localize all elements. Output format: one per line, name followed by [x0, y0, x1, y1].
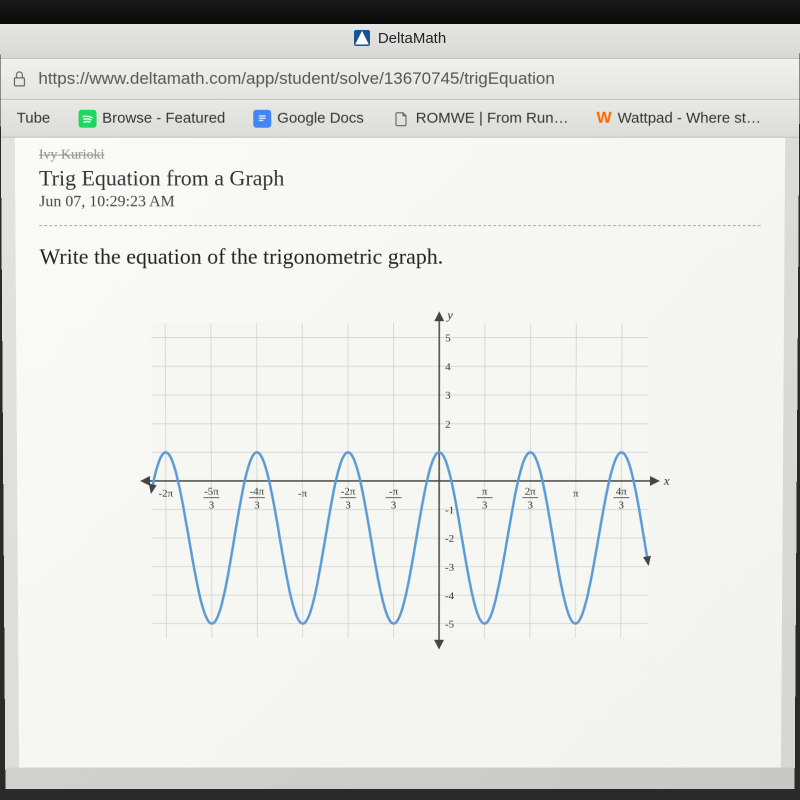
svg-text:-3: -3 — [445, 562, 455, 574]
bookmark-wattpad[interactable]: W Wattpad - Where st… — [586, 105, 771, 131]
window-title: DeltaMath — [378, 29, 446, 46]
svg-text:x: x — [663, 473, 670, 488]
svg-text:3: 3 — [391, 500, 397, 512]
timestamp: Jun 07, 10:29:23 AM — [39, 193, 761, 211]
bookmark-label: Google Docs — [277, 110, 364, 127]
svg-text:-π: -π — [389, 486, 399, 498]
svg-text:4: 4 — [445, 361, 451, 373]
bookmark-label: Tube — [17, 110, 51, 127]
docs-icon — [253, 109, 271, 127]
bookmark-label: Browse - Featured — [102, 110, 225, 127]
url-text: https://www.deltamath.com/app/student/so… — [38, 69, 787, 89]
trig-graph: y x 2 3 4 5 -1 -2 -3 -4 -5 -2π -5π 3 -4π 3 -π -2π 3 -π 3 π 3 2π… — [121, 293, 678, 667]
bookmarks-bar: Tube Browse - Featured Google Docs ROMWE… — [1, 100, 800, 138]
svg-text:2π: 2π — [525, 486, 536, 498]
problem-title: Trig Equation from a Graph — [39, 166, 761, 192]
svg-text:3: 3 — [619, 500, 625, 512]
svg-text:5: 5 — [445, 333, 451, 345]
spotify-icon — [78, 109, 96, 127]
wattpad-icon: W — [596, 109, 611, 127]
svg-text:3: 3 — [345, 500, 351, 512]
svg-text:-4π: -4π — [250, 486, 265, 498]
svg-text:3: 3 — [527, 500, 533, 512]
browser-window: DeltaMath https://www.deltamath.com/app/… — [0, 18, 800, 789]
lock-icon — [12, 71, 26, 87]
svg-text:-π: -π — [298, 488, 308, 500]
svg-text:-2π: -2π — [341, 486, 356, 498]
window-titlebar: DeltaMath — [0, 18, 800, 58]
svg-text:3: 3 — [209, 500, 215, 512]
svg-text:-1: -1 — [445, 505, 454, 517]
svg-text:3: 3 — [445, 390, 451, 402]
svg-text:4π: 4π — [616, 486, 627, 498]
svg-text:-5: -5 — [445, 619, 455, 631]
svg-text:3: 3 — [482, 500, 488, 512]
address-bar[interactable]: https://www.deltamath.com/app/student/so… — [0, 58, 799, 100]
deltamath-favicon — [354, 30, 370, 46]
student-name: Ivy Kurioki — [39, 148, 761, 164]
bookmark-label: Wattpad - Where st… — [618, 110, 761, 127]
svg-text:-2: -2 — [445, 533, 454, 545]
bookmark-youtube[interactable]: Tube — [7, 106, 61, 131]
page-content: Ivy Kurioki Trig Equation from a Graph J… — [1, 138, 799, 768]
svg-text:3: 3 — [254, 500, 260, 512]
question-text: Write the equation of the trigonometric … — [39, 244, 760, 270]
file-icon — [392, 109, 410, 127]
bookmark-label: ROMWE | From Run… — [416, 110, 569, 127]
svg-text:-2π: -2π — [159, 488, 174, 500]
svg-text:-5π: -5π — [204, 486, 219, 498]
problem-card: Ivy Kurioki Trig Equation from a Graph J… — [15, 138, 785, 768]
svg-text:-4: -4 — [445, 590, 455, 602]
bookmark-romwe[interactable]: ROMWE | From Run… — [382, 105, 579, 131]
bookmark-spotify[interactable]: Browse - Featured — [68, 105, 235, 131]
divider — [39, 225, 760, 226]
svg-text:y: y — [445, 307, 453, 322]
bookmark-google-docs[interactable]: Google Docs — [243, 105, 374, 131]
svg-text:π: π — [482, 486, 488, 498]
svg-text:π: π — [573, 488, 579, 500]
svg-text:2: 2 — [445, 419, 450, 431]
